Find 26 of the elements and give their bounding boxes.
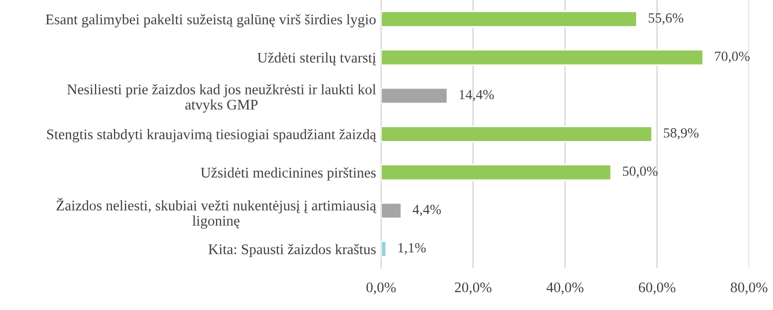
y-tick-label: Esant galimybei pakelti sužeistą galūnę virš širdies lygio	[46, 14, 376, 28]
data-label: 55,6%	[648, 13, 684, 25]
bar	[381, 202, 402, 220]
x-tick-label: 60,0%	[638, 282, 676, 294]
y-tick-label: Žaizdos neliesti, skubiai vežti nukentėjusį į artimiausią ligoninę	[56, 198, 376, 229]
bar	[381, 87, 448, 104]
data-label: 4,4%	[412, 204, 441, 216]
bar	[381, 49, 704, 66]
y-tick-label: Nesiliesti prie žaizdos kad jos neužkrėsti ir laukti kol atvyks GMP	[67, 84, 376, 113]
y-tick-label: Kita: Spausti žaizdos kraštus	[208, 244, 376, 258]
y-tick-label: Stengtis stabdyti kraujavimą tiesiogiai spaudžiant žaizdą	[47, 129, 376, 142]
data-label: 70,0%	[715, 52, 750, 63]
x-tick-label: 0,0%	[366, 282, 396, 294]
bar	[381, 10, 638, 28]
x-tick-label: 20,0%	[454, 282, 492, 294]
x-tick-label: 40,0%	[546, 282, 584, 294]
bar	[381, 164, 612, 181]
data-label: 58,9%	[664, 128, 699, 140]
data-label: 14,4%	[460, 90, 494, 102]
data-label: 1,1%	[398, 243, 426, 254]
y-tick-label: Užsidėti medicinines pirštines	[200, 167, 376, 181]
y-tick-label: Uždėti sterilų tvarstį	[257, 52, 376, 66]
data-label: 50,0%	[622, 166, 658, 178]
bar	[381, 126, 653, 142]
x-tick-label: 80,0%	[730, 282, 768, 294]
bar	[381, 240, 387, 258]
